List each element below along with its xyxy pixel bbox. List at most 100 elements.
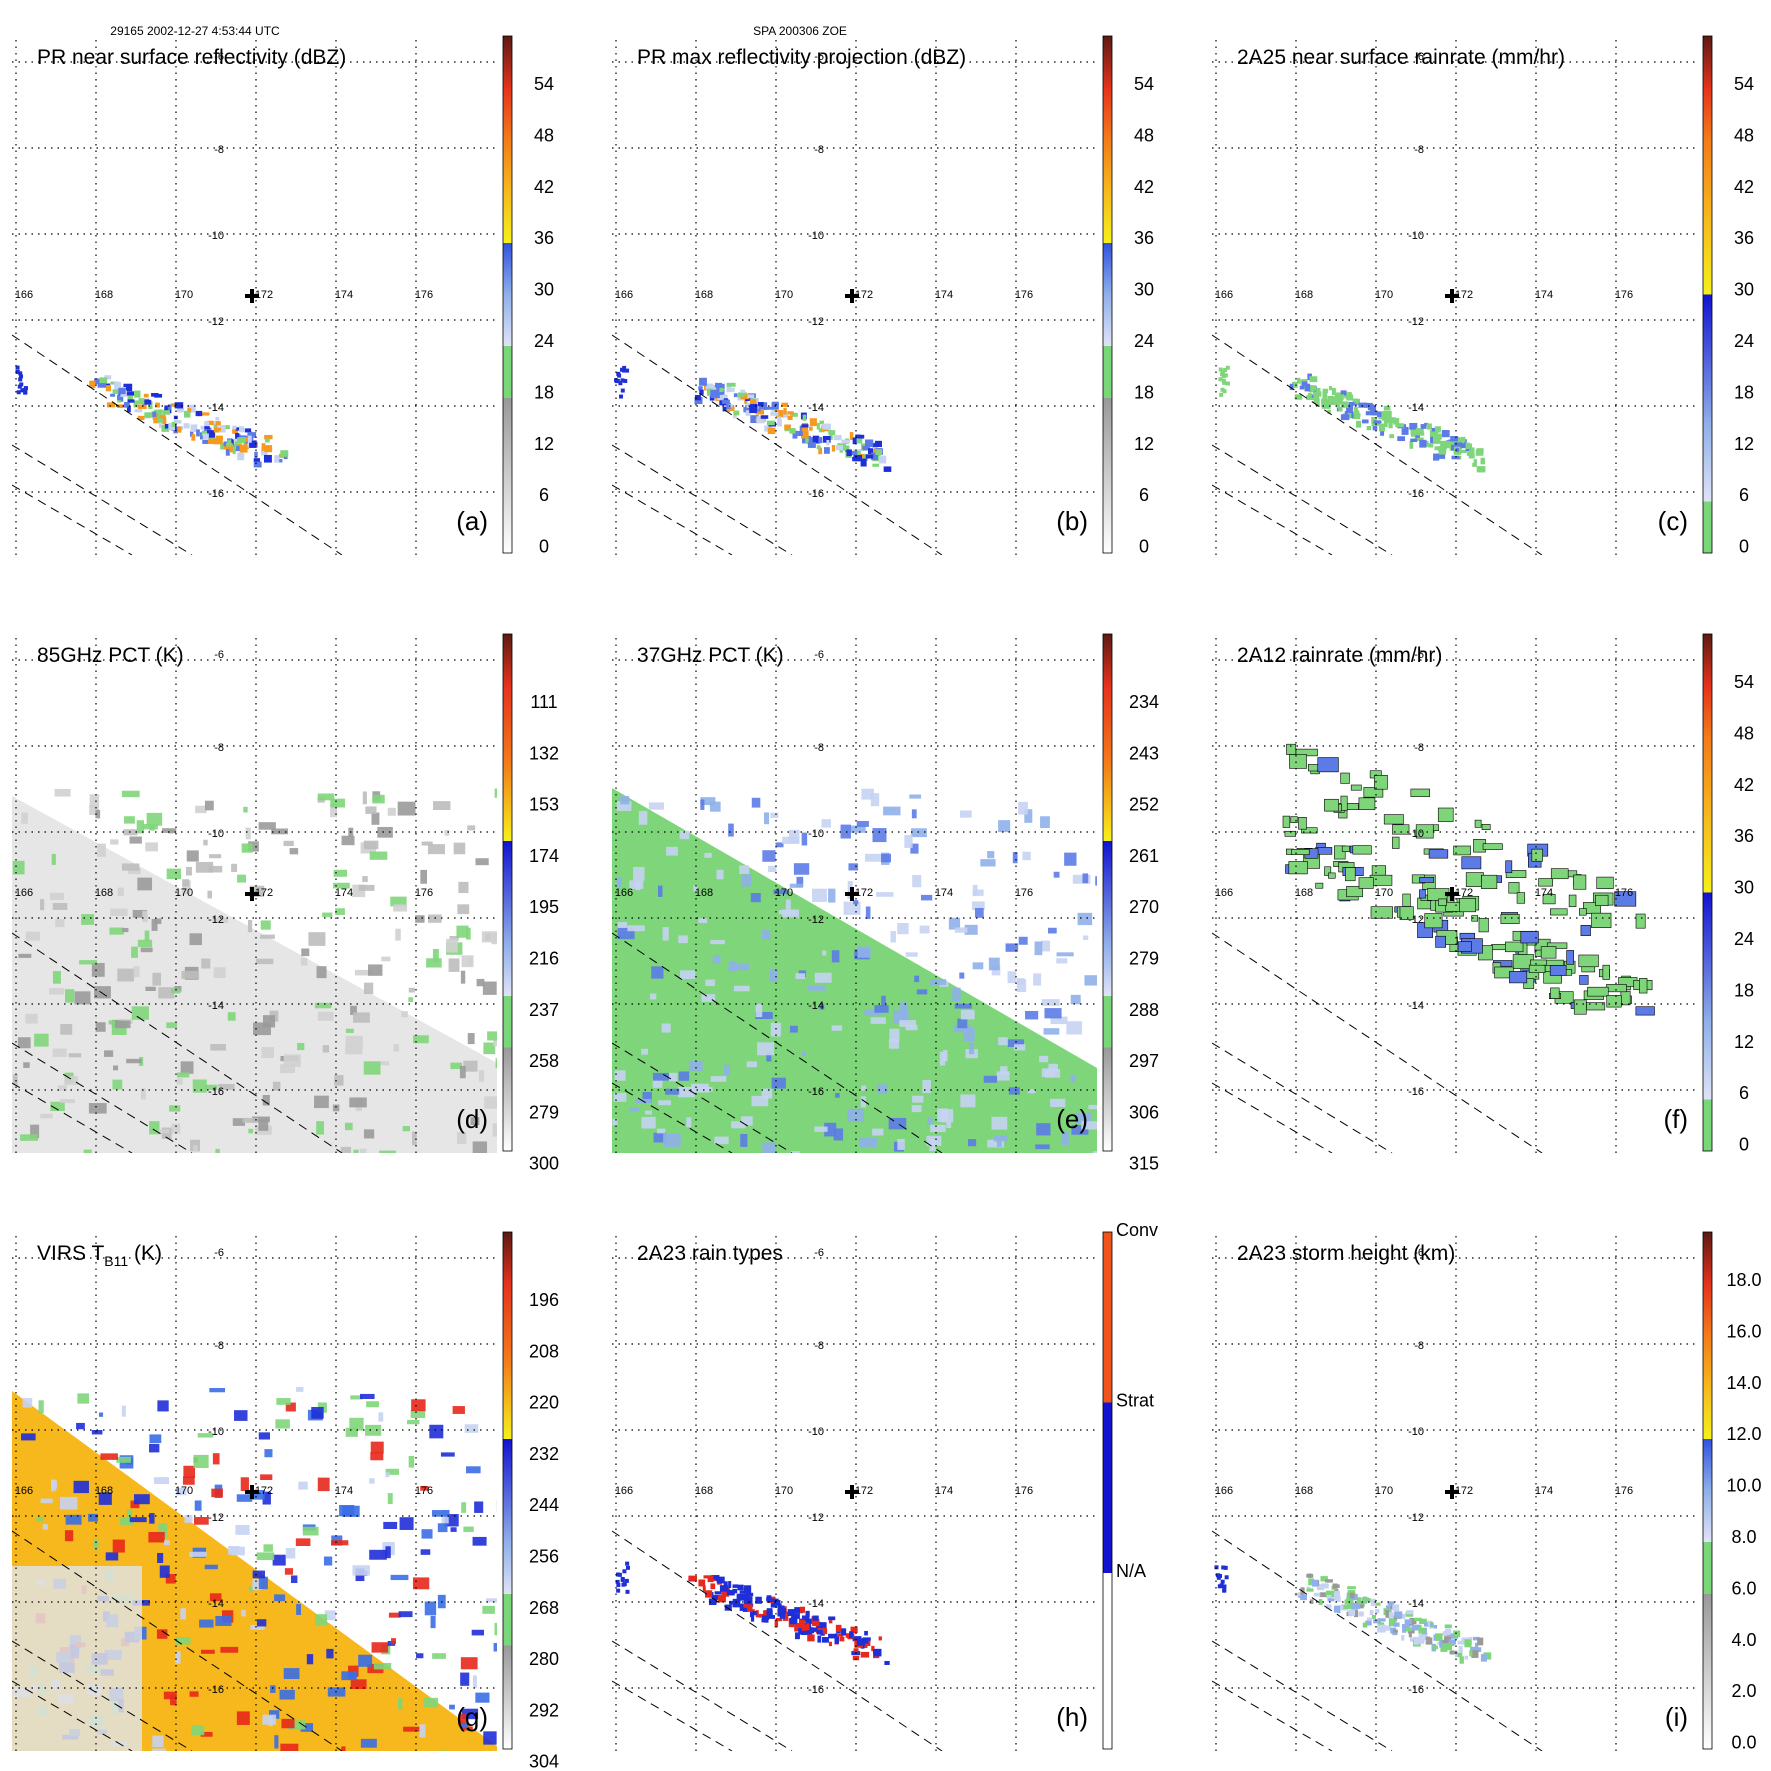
field-cell: [430, 1615, 436, 1629]
panel-letter: (a): [456, 506, 488, 536]
rain-cell: [1433, 1624, 1438, 1629]
swath-edge-line: [1212, 1530, 1543, 1751]
rain-cell: [1348, 1609, 1356, 1616]
swath-edge-line: [12, 444, 193, 555]
rain-cell: [1476, 466, 1486, 473]
colorbar-tick-label: 12: [1734, 1032, 1754, 1052]
rain-cell: [809, 1627, 815, 1634]
latitude-label: -6: [214, 1247, 224, 1259]
longitude-label: 166: [615, 887, 633, 899]
rain-cell: [812, 435, 820, 444]
field-cell: [248, 841, 259, 852]
rain-cell: [688, 1575, 698, 1581]
rain-cell: [1393, 1629, 1398, 1633]
field-cell: [38, 1400, 44, 1414]
rain-cell: [1381, 411, 1390, 419]
rain-cell: [1573, 999, 1587, 1015]
field-cell: [301, 948, 310, 957]
rain-cell: [1528, 964, 1546, 974]
swath-edge-line: [612, 1530, 943, 1751]
rain-cell: [183, 423, 190, 429]
field-cell: [952, 987, 961, 1002]
field-cell: [236, 1711, 250, 1725]
rain-cell: [710, 390, 719, 399]
field-cell: [88, 1103, 107, 1114]
rain-cell: [1350, 784, 1362, 791]
rain-cell: [1433, 453, 1440, 461]
field-cell: [369, 1478, 375, 1484]
colorbar-tick-label: 16.0: [1726, 1321, 1761, 1341]
field-cell: [472, 1536, 487, 1546]
rain-cell: [1332, 387, 1336, 396]
field-cell: [793, 863, 810, 875]
rain-cell: [749, 405, 757, 414]
field-cell: [129, 1517, 147, 1523]
rain-cell: [1309, 1599, 1314, 1604]
rain-cell: [201, 412, 210, 416]
rain-cell: [1481, 824, 1491, 831]
colorbar-tick-label: 36: [1734, 826, 1754, 846]
rain-cell: [254, 451, 258, 458]
field-cell: [865, 906, 871, 919]
field-cell: [345, 1028, 354, 1033]
field-cell: [176, 1078, 183, 1085]
rain-cell: [1300, 1594, 1307, 1601]
field-cell: [448, 958, 460, 972]
field-cell: [153, 1477, 170, 1485]
field-cell: [280, 1064, 296, 1074]
field-cell: [220, 1646, 239, 1653]
rain-cell: [1471, 1650, 1479, 1658]
rain-cell: [616, 1588, 621, 1593]
rain-cell: [620, 388, 625, 393]
longitude-label: 176: [415, 887, 433, 899]
field-cell: [373, 1662, 392, 1670]
field-cell: [408, 997, 414, 1002]
rain-cell: [187, 408, 192, 413]
rain-cell: [215, 417, 220, 421]
field-cell: [733, 985, 750, 992]
latitude-label: -12: [808, 1512, 824, 1524]
rain-cell: [833, 434, 842, 441]
colorbar-tick-label: 30: [534, 280, 554, 300]
field-cell: [890, 931, 896, 943]
field-cell: [326, 1648, 334, 1659]
longitude-label: 170: [175, 289, 193, 301]
colorbar-tick-label: 0: [1739, 537, 1749, 557]
plot-area: 166 168 170 172 174 176-6-8-10-12-14-16: [12, 1236, 497, 1751]
field-cell: [790, 1151, 800, 1153]
rain-cell: [1550, 908, 1568, 916]
field-cell: [252, 1570, 265, 1579]
field-cell: [191, 1725, 205, 1736]
field-cell: [151, 918, 158, 931]
rain-cell: [775, 1617, 783, 1622]
field-cell: [644, 1110, 653, 1115]
field-cell: [496, 1499, 497, 1513]
latitude-label: -6: [814, 51, 824, 63]
field-cell: [236, 1494, 253, 1502]
field-cell: [911, 1105, 922, 1113]
rain-cell: [1573, 874, 1587, 890]
rain-cell: [699, 377, 707, 386]
field-cell: [864, 1010, 882, 1016]
rain-cell: [1477, 1637, 1484, 1646]
field-cell: [861, 1085, 867, 1091]
rain-cell: [1397, 436, 1406, 442]
colorbar: [1702, 1231, 1713, 1750]
rain-cell: [849, 1631, 854, 1638]
field-cell: [1035, 1144, 1050, 1150]
field-cell: [340, 1146, 352, 1153]
rain-cell: [1390, 1615, 1398, 1621]
rain-cell: [1323, 392, 1328, 398]
rain-cell: [1308, 764, 1319, 772]
rain-cell: [1420, 424, 1427, 429]
field-cell: [410, 1409, 426, 1419]
longitude-label: 172: [1455, 289, 1473, 301]
rain-cell: [764, 406, 773, 410]
rain-cell: [1393, 1622, 1400, 1627]
field-cell: [345, 1046, 363, 1055]
rain-cell: [1635, 1006, 1655, 1016]
rain-cell: [705, 383, 714, 390]
colorbar-tick-label: 6: [1739, 485, 1749, 505]
rain-cell: [1464, 1639, 1472, 1648]
rain-cell: [849, 432, 854, 440]
